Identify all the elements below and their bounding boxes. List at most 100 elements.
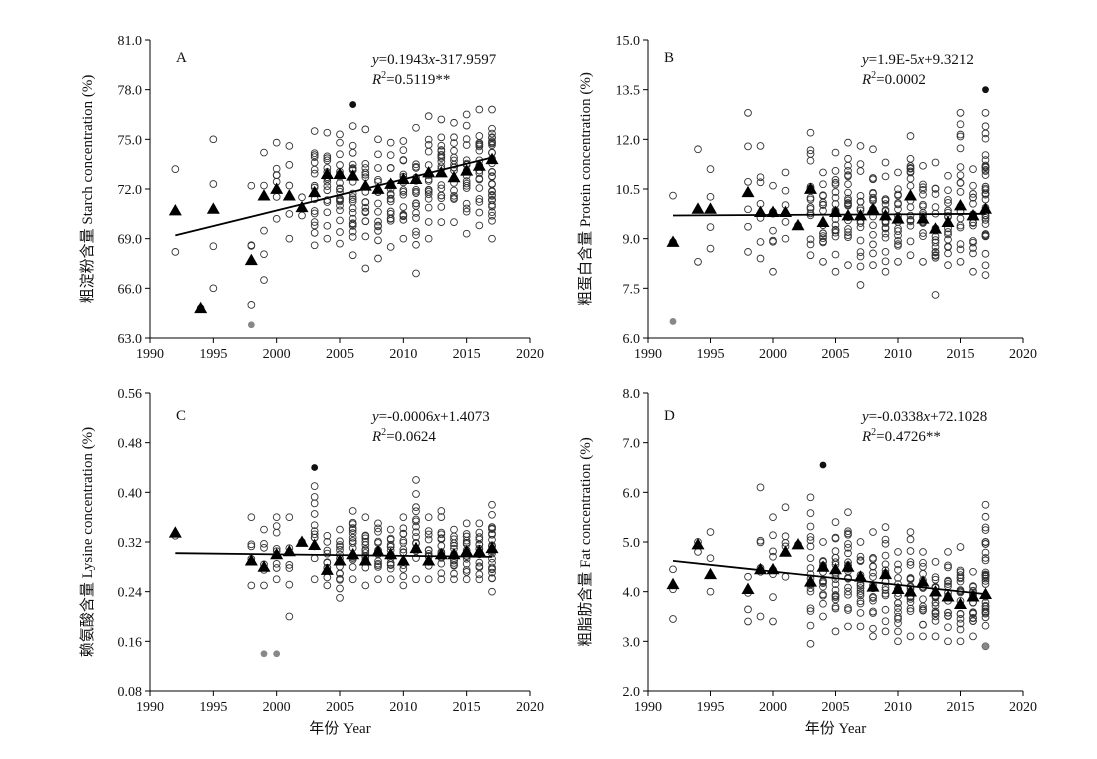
observation-point [781,532,790,541]
observation-point [336,537,344,546]
observation-point [919,183,927,192]
observation-point [348,537,357,545]
x-tick-label: 2005 [822,347,850,362]
observation-point [323,154,332,163]
observation-point [272,138,281,147]
observation-point [906,203,915,212]
observation-point [981,162,990,171]
observation-point [831,178,840,187]
observation-point [781,234,790,243]
observation-point [310,207,319,215]
observation-point [462,177,471,185]
r-squared: R2=0.4726** [861,427,941,445]
observation-point [374,150,382,159]
observation-point [981,537,990,546]
observation-point [694,257,702,266]
observation-point [298,193,306,202]
mean-triangle [447,170,461,183]
observation-point [856,591,865,600]
observation-point [310,165,319,174]
observation-point [769,547,777,556]
observation-point [744,222,752,231]
observation-point [450,569,458,578]
observation-point [981,556,990,565]
observation-point [744,205,752,214]
observation-point [450,575,458,584]
observation-point [931,251,940,259]
observation-point [424,527,433,535]
observation-point [881,158,890,167]
observation-point [412,187,420,196]
observation-point [856,597,865,605]
observation-point [488,510,496,519]
observation-point [906,216,915,225]
mean-triangle [766,562,780,575]
y-axis-label: 粗脂肪含量 Fat concentration (%) [577,437,594,647]
observation-point [247,581,256,590]
observation-point [894,566,902,574]
mean-triangle [804,575,817,587]
observation-point [424,186,433,195]
observation-point [781,572,790,581]
observation-point [412,515,420,524]
observation-point [969,244,977,252]
mean-triangle [460,164,474,176]
observation-point [869,221,877,230]
mean-triangle [257,189,271,201]
observation-point [919,190,927,199]
observation-point [881,560,890,569]
observation-point [694,145,702,154]
mean-triangle [333,167,347,179]
observation-point [756,254,765,263]
observation-point [894,548,902,556]
observation-point [399,190,408,199]
observation-point [894,168,902,177]
observation-point [412,199,420,208]
outlier-point-grey [669,318,677,325]
mean-triangle [333,554,347,566]
observation-point [310,151,319,160]
observation-point [881,172,890,181]
observation-point [336,584,344,593]
mean-triangle [916,575,930,587]
y-tick-label: 5.0 [623,536,641,551]
observation-point [919,595,927,604]
observation-point [450,118,458,127]
mean-triangle [741,582,755,595]
mean-triangle [371,544,385,557]
mean-triangle [866,580,880,592]
mean-triangle [766,205,780,218]
observation-point [756,178,765,187]
x-tick-label: 2020 [1009,347,1037,362]
observation-point [894,185,902,193]
observation-point [260,148,268,157]
observation-point [931,601,940,610]
observation-point [744,617,752,626]
mean-triangle [358,179,372,191]
observation-point [981,129,990,138]
observation-point [412,240,420,249]
observation-point [981,151,990,159]
observation-point [437,203,446,211]
observation-point [881,247,890,256]
observation-point [336,594,344,602]
observation-point [919,229,927,237]
observation-point [894,236,902,245]
observation-point [881,196,890,205]
panel-d: 1990 1995 2000 2005 2010 2015 2020 2.0 3.0 4.0 5.0… [577,387,1037,737]
observation-point [931,203,940,211]
observation-point [831,193,840,202]
mean-triangle [954,199,967,211]
observation-point [969,190,977,198]
y-tick-label: 6.0 [623,332,641,347]
observation-point [462,179,471,188]
equation-intercept: -317.9597 [435,52,497,68]
observation-point [437,194,446,202]
observation-point [806,235,815,244]
observation-point [769,226,777,235]
equation-intercept: +9.3212 [924,52,974,68]
observation-point [386,164,395,173]
observation-point [856,538,865,546]
observation-point [310,510,319,518]
x-axis-label: 年份 Year [805,720,866,737]
